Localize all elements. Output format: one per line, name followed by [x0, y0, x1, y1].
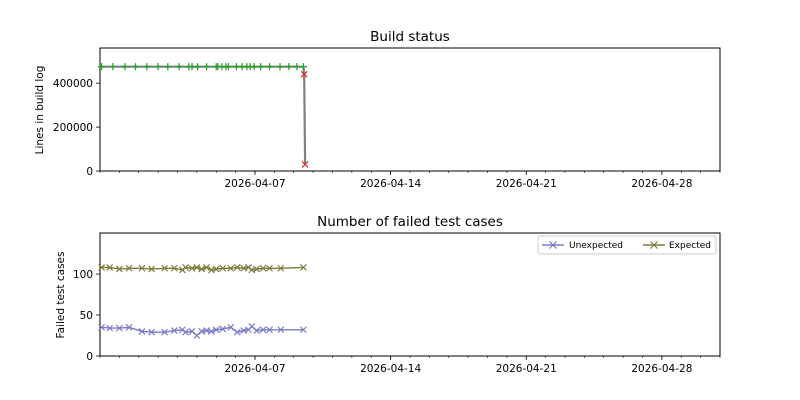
- y-tick-label: 200000: [53, 122, 93, 134]
- y-tick-label: 50: [80, 310, 93, 322]
- data-point: [266, 326, 273, 334]
- axis-ticks: 2026-04-07 2026-04-14 2026-04-21 2026-04-28…: [73, 269, 721, 375]
- data-point: [301, 160, 309, 168]
- data-point: [300, 70, 308, 78]
- data-point: [259, 326, 267, 334]
- data-point: [219, 325, 227, 333]
- data-point: [106, 324, 114, 332]
- data-point: [300, 326, 307, 334]
- data-point: [277, 264, 285, 272]
- legend: Unexpected Expected: [537, 235, 717, 255]
- data-point: [227, 323, 235, 331]
- build-status-chart: Build status Lines in build log 2026-04-…: [34, 29, 721, 190]
- x-tick-label: 2026-04-14: [360, 178, 421, 190]
- data-point: [277, 326, 285, 334]
- legend-marker-expected: [650, 241, 658, 249]
- data-point: [98, 264, 106, 271]
- legend-label-expected: Expected: [669, 241, 711, 251]
- legend-label-unexpected: Unexpected: [569, 241, 623, 251]
- data-point: [106, 264, 114, 271]
- data-point: [193, 264, 201, 271]
- data-point: [125, 323, 133, 331]
- data-point: [299, 63, 307, 71]
- data-point: [276, 63, 284, 71]
- data-point: [266, 264, 273, 272]
- data-point: [266, 63, 274, 71]
- chart-title: Number of failed test cases: [317, 214, 503, 230]
- x-tick-label: 2026-04-28: [631, 363, 692, 375]
- data-point: [164, 63, 172, 71]
- data-point: [161, 264, 169, 272]
- y-tick-label: 0: [86, 166, 93, 178]
- x-tick-label: 2026-04-21: [496, 363, 557, 375]
- x-tick-label: 2026-04-21: [496, 178, 557, 190]
- series-marks: [98, 63, 309, 168]
- x-tick-label: 2026-04-14: [360, 363, 421, 375]
- data-point: [250, 63, 258, 71]
- data-point: [207, 327, 215, 335]
- series-marks: [98, 264, 307, 339]
- data-point: [253, 265, 261, 273]
- data-point: [115, 324, 123, 332]
- x-tick-label: 2026-04-28: [631, 178, 692, 190]
- data-point: [121, 63, 129, 71]
- axis-ticks: 2026-04-07 2026-04-14 2026-04-21 2026-04-28…: [53, 78, 721, 190]
- y-tick-label: 400000: [53, 78, 93, 90]
- data-point: [148, 265, 156, 273]
- data-point: [233, 328, 241, 336]
- data-point: [227, 264, 235, 272]
- chart-title: Build status: [370, 29, 450, 45]
- data-point: [138, 264, 146, 272]
- data-point: [138, 327, 146, 335]
- legend-marker-unexpected: [549, 241, 557, 249]
- data-point: [253, 327, 261, 335]
- data-point: [257, 63, 265, 71]
- data-point: [98, 323, 106, 331]
- data-point: [143, 63, 151, 71]
- data-point: [170, 327, 178, 335]
- data-point: [203, 264, 210, 271]
- x-tick-label: 2026-04-07: [224, 178, 285, 190]
- y-tick-label: 0: [86, 351, 93, 363]
- data-point: [224, 63, 232, 71]
- data-point: [293, 63, 301, 71]
- data-point: [109, 63, 117, 71]
- y-tick-label: 100: [73, 269, 93, 281]
- data-point: [175, 63, 183, 71]
- data-point: [198, 265, 206, 273]
- data-point: [233, 264, 241, 271]
- data-point: [98, 63, 106, 71]
- data-point: [212, 265, 220, 273]
- data-point: [148, 328, 156, 336]
- x-tick-label: 2026-04-07: [224, 363, 285, 375]
- data-point: [300, 264, 307, 271]
- data-point: [154, 63, 162, 71]
- data-point: [203, 63, 211, 71]
- data-point: [161, 328, 169, 336]
- failed-tests-chart: Number of failed test cases Failed test …: [55, 214, 721, 375]
- data-point: [182, 328, 189, 336]
- data-point: [125, 264, 133, 272]
- data-point: [132, 63, 140, 71]
- y-axis-label: Lines in build log: [34, 66, 46, 155]
- data-point: [170, 264, 178, 272]
- legend-box: [537, 235, 717, 255]
- data-point: [212, 326, 220, 334]
- data-point: [219, 264, 227, 272]
- data-point: [115, 265, 123, 273]
- data-point: [194, 63, 202, 71]
- data-point: [182, 264, 189, 271]
- data-point: [285, 63, 293, 71]
- data-point: [259, 264, 267, 272]
- y-axis-label: Failed test cases: [55, 252, 67, 339]
- series-line: [101, 65, 307, 165]
